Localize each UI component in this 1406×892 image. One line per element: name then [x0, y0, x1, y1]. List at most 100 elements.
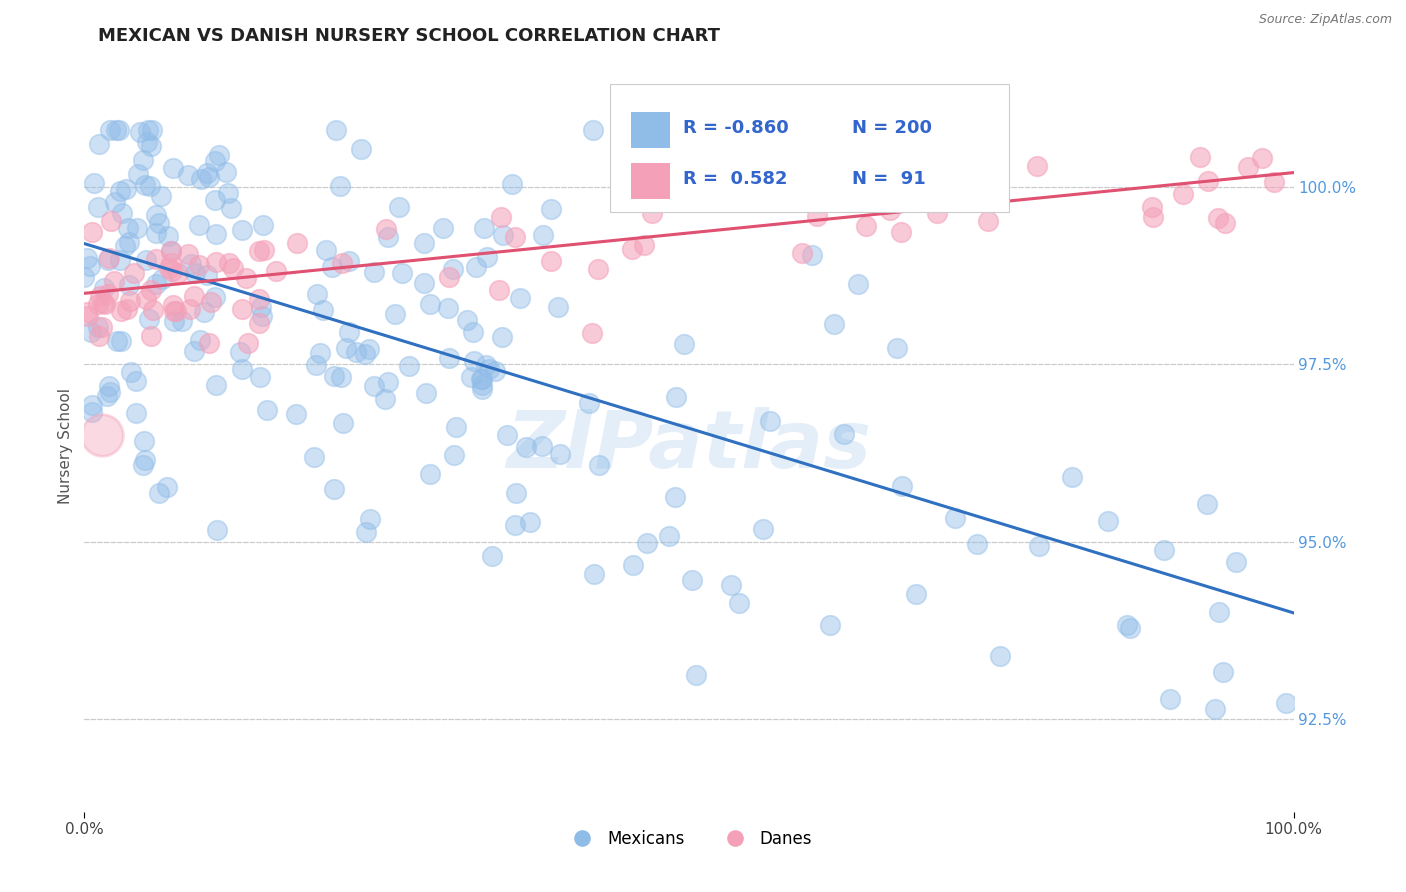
Point	[87, 329, 110, 343]
Text: ZIPatlas: ZIPatlas	[506, 407, 872, 485]
Point	[157, 229, 180, 244]
Point	[329, 370, 352, 384]
Point	[531, 228, 554, 243]
Point	[1171, 186, 1194, 201]
Text: MEXICAN VS DANISH NURSERY SCHOOL CORRELATION CHART: MEXICAN VS DANISH NURSERY SCHOOL CORRELA…	[98, 27, 720, 45]
Point	[114, 238, 136, 252]
Point	[419, 467, 441, 482]
Point	[204, 193, 226, 207]
Point	[76, 252, 98, 266]
Point	[160, 244, 183, 258]
Point	[134, 178, 156, 193]
Point	[443, 448, 465, 462]
Point	[735, 194, 758, 208]
Point	[195, 166, 218, 180]
Point	[588, 458, 610, 472]
Point	[471, 377, 494, 392]
Point	[135, 253, 157, 268]
Point	[235, 270, 257, 285]
Point	[446, 420, 468, 434]
Point	[621, 558, 644, 572]
Point	[187, 258, 209, 272]
Bar	[631, 112, 669, 148]
Point	[509, 291, 531, 305]
Point	[363, 265, 385, 279]
Point	[104, 195, 127, 210]
Point	[412, 276, 434, 290]
Point	[759, 413, 782, 427]
Point	[200, 294, 222, 309]
Point	[311, 302, 333, 317]
Point	[853, 170, 876, 185]
Point	[97, 252, 120, 266]
Point	[97, 253, 120, 268]
Point	[419, 297, 441, 311]
Point	[77, 310, 100, 324]
Point	[323, 368, 346, 383]
Text: R =  0.582: R = 0.582	[683, 170, 787, 188]
Point	[323, 482, 346, 496]
Point	[157, 261, 180, 276]
Point	[155, 480, 177, 494]
Point	[471, 372, 494, 386]
Point	[388, 200, 411, 214]
Point	[305, 287, 328, 301]
Point	[231, 222, 253, 236]
Point	[398, 359, 420, 373]
Point	[79, 259, 101, 273]
Point	[432, 221, 454, 235]
Point	[250, 309, 273, 323]
Point	[204, 154, 226, 169]
Point	[193, 305, 215, 319]
Point	[73, 270, 96, 285]
Point	[177, 168, 200, 182]
Point	[519, 516, 541, 530]
Point	[111, 206, 134, 220]
Point	[231, 302, 253, 317]
Point	[97, 378, 120, 392]
Point	[681, 573, 703, 587]
Point	[583, 567, 606, 582]
Point	[375, 222, 398, 236]
Point	[120, 293, 142, 308]
Point	[127, 220, 149, 235]
Point	[190, 172, 212, 186]
Point	[150, 189, 173, 203]
Point	[195, 268, 218, 282]
Point	[115, 301, 138, 316]
Point	[540, 253, 562, 268]
FancyBboxPatch shape	[610, 84, 1010, 212]
Point	[488, 283, 510, 297]
Point	[475, 250, 498, 264]
Point	[218, 256, 240, 270]
Point	[183, 344, 205, 359]
Point	[250, 300, 273, 314]
Point	[665, 390, 688, 404]
Point	[359, 512, 381, 526]
Point	[120, 365, 142, 379]
Point	[531, 439, 554, 453]
Point	[1118, 621, 1140, 635]
Point	[491, 211, 513, 225]
Point	[170, 313, 193, 327]
Point	[329, 178, 352, 193]
Point	[547, 300, 569, 314]
Point	[110, 304, 132, 318]
Point	[148, 216, 170, 230]
Point	[125, 374, 148, 388]
Point	[800, 247, 823, 261]
Point	[91, 295, 114, 310]
Point	[1204, 701, 1226, 715]
Point	[135, 292, 157, 306]
Point	[943, 511, 966, 525]
Point	[641, 206, 664, 220]
Point	[1028, 539, 1050, 553]
Point	[751, 522, 773, 536]
Point	[658, 528, 681, 542]
Point	[177, 247, 200, 261]
Point	[337, 254, 360, 268]
Point	[886, 342, 908, 356]
Point	[183, 289, 205, 303]
Point	[236, 336, 259, 351]
Point	[846, 277, 869, 291]
